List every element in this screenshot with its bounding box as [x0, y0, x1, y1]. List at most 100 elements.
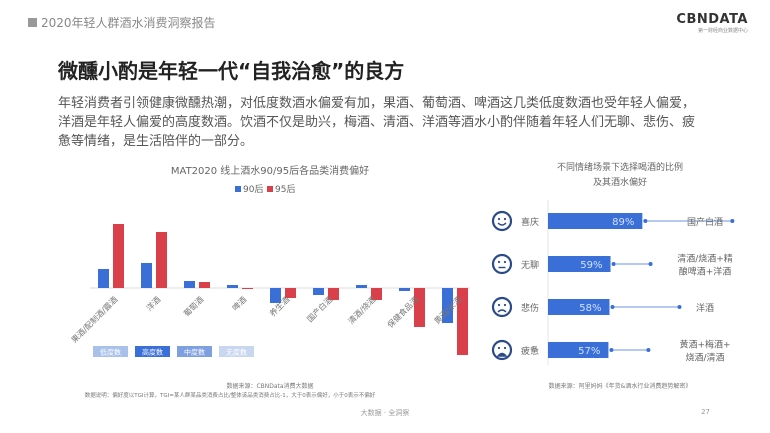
logo-text: CBNDATA: [676, 12, 748, 27]
face-outline: [491, 296, 513, 318]
legend-swatch: [235, 186, 241, 192]
bar-90-4: [270, 288, 281, 303]
degree-tag-label: 无度数: [226, 348, 247, 357]
bar-90-2: [184, 281, 195, 288]
value-label: 58%: [579, 303, 601, 314]
page-number: 27: [701, 408, 710, 416]
eye: [503, 260, 507, 264]
category-label: 葡萄酒: [181, 294, 205, 318]
happy-face-icon: [491, 210, 513, 232]
degree-tag: [93, 346, 128, 357]
connector-dot: [677, 305, 682, 309]
category-preference-chart: MAT2020 线上酒水90/95后各品类消费偏好 90后 95后果酒/配制酒/露酒…: [69, 164, 470, 399]
square-icon: [28, 18, 37, 27]
eye: [497, 303, 501, 307]
preference-label: 烧酒/清酒: [685, 352, 724, 364]
value-label: 57%: [578, 346, 600, 357]
mouth: [497, 309, 507, 313]
bar-90-6: [356, 285, 367, 288]
bar-95-0: [113, 224, 124, 288]
bar-0: [548, 213, 643, 229]
page-title: 微醺小酌是年轻一代“自我治愈”的良方: [58, 59, 405, 83]
connector-dot: [611, 262, 616, 266]
mouth: [496, 352, 508, 357]
legend-swatch: [267, 186, 273, 192]
face-outline: [491, 339, 513, 361]
preference-label: 国产白酒: [687, 216, 723, 228]
tired-face-icon: [491, 339, 513, 361]
face-outline: [491, 253, 513, 275]
bar-95-2: [199, 282, 210, 288]
legend-label: 90后: [243, 184, 263, 195]
report-title: 2020年轻人群酒水消费洞察报告: [41, 16, 216, 30]
degree-tag-label: 中度数: [184, 348, 205, 357]
description: 年轻消费者引领健康微醺热潮，对低度数酒水偏爱有加，果酒、葡萄酒、啤酒这几类低度数…: [58, 96, 696, 149]
category-label: 清酒/烧酒: [346, 294, 378, 326]
sad-face-icon: [491, 296, 513, 318]
bar-3: [548, 342, 609, 358]
face-outline: [491, 210, 513, 232]
connector-dot: [648, 262, 653, 266]
preference-label: 洋酒: [696, 302, 714, 314]
logo: CBNDATA 第一财经商业数据中心: [676, 12, 748, 34]
connector-dot: [646, 348, 651, 352]
preference-label: 清酒/烧酒+精: [677, 253, 733, 265]
eye: [497, 346, 501, 350]
bar-95-8: [457, 288, 468, 355]
chart-source: 数据来源：阿里妈妈《年货&酒水行业消费趋势解密》: [549, 382, 692, 390]
footer-slogan: 大数据 · 全洞察: [360, 409, 410, 417]
connector-dot: [609, 348, 614, 352]
connector-dot: [610, 305, 615, 309]
category-label: 洋酒: [144, 294, 162, 312]
connector-dot: [643, 219, 648, 223]
bar-95-6: [371, 288, 382, 300]
emotion-label: 无聊: [521, 259, 539, 271]
degree-tag: [219, 346, 254, 357]
bar-95-4: [285, 288, 296, 298]
eye: [503, 303, 507, 307]
degree-tag-label: 高度数: [142, 348, 163, 357]
eye: [503, 217, 507, 221]
neutral-face-icon: [491, 253, 513, 275]
emotion-label: 喜庆: [521, 216, 539, 228]
chart-note: 数据说明：偏好度以TGI计算，TGI=某人群某品类消费占比/整体该品类消费占比-…: [85, 391, 376, 399]
mouth: [497, 222, 507, 226]
bar-90-8: [442, 288, 453, 323]
degree-tag: [135, 346, 170, 357]
chart-title: MAT2020 线上酒水90/95后各品类消费偏好: [171, 164, 369, 177]
bar-95-7: [414, 288, 425, 327]
degree-tag: [177, 346, 212, 357]
chart-title: 不同情绪场景下选择喝酒的比例: [557, 161, 683, 173]
report-header: 2020年轻人群酒水消费洞察报告: [28, 14, 216, 31]
bar-2: [548, 299, 610, 315]
category-label: 国产白酒: [305, 294, 335, 324]
eye: [503, 346, 507, 350]
category-label: 果酒/配制酒/露酒: [69, 294, 119, 344]
bar-95-5: [328, 288, 339, 300]
chart-subtitle: 及其酒水偏好: [593, 176, 647, 188]
legend-label: 95后: [275, 184, 295, 195]
eye: [497, 217, 501, 221]
preference-label: 黄酒+梅酒+: [679, 339, 730, 351]
value-label: 59%: [580, 260, 602, 271]
bar-95-1: [156, 232, 167, 288]
degree-tag-label: 低度数: [100, 348, 121, 357]
bar-90-0: [98, 269, 109, 288]
preference-label: 酿啤酒+洋酒: [679, 266, 732, 278]
bar-90-3: [227, 285, 238, 288]
bar-1: [548, 256, 611, 272]
logo-subtext: 第一财经商业数据中心: [697, 28, 748, 34]
eye: [497, 260, 501, 264]
bar-90-7: [399, 288, 410, 291]
bar-95-3: [242, 288, 253, 289]
value-label: 89%: [612, 217, 634, 228]
chart-source: 数据来源：CBNData消费大数据: [226, 382, 313, 390]
bar-90-5: [313, 288, 324, 295]
emotion-label: 悲伤: [521, 302, 539, 314]
category-label: 啤酒: [230, 294, 248, 312]
bar-90-1: [141, 263, 152, 288]
emotion-label: 疲惫: [521, 345, 539, 357]
connector-dot: [730, 219, 735, 223]
